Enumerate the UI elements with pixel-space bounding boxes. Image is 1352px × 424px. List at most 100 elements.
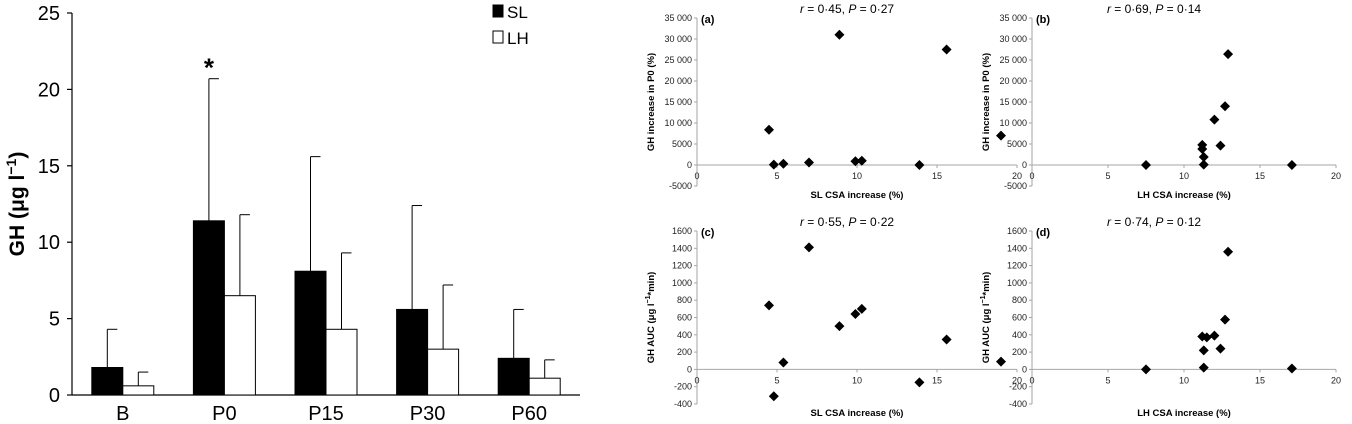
- stat-p-value: 0·27: [870, 2, 894, 16]
- y-tick-label: 400: [677, 330, 692, 340]
- y-tick-label: 1600: [672, 226, 692, 236]
- x-tick-label: 15: [1255, 171, 1265, 181]
- legend-swatch: [492, 30, 504, 44]
- y-tick-label: -5000: [669, 181, 692, 191]
- stat-separator: ,: [1149, 215, 1156, 229]
- data-point: [768, 159, 779, 170]
- stat-r-symbol: r: [800, 2, 805, 16]
- data-point: [1286, 160, 1297, 170]
- y-tick-label: 25 000: [999, 55, 1027, 65]
- panel-label: (b): [1036, 14, 1050, 26]
- y-tick-label: 200: [677, 347, 692, 357]
- stat-p-symbol: P: [1155, 215, 1163, 229]
- x-tick-label: 15: [932, 375, 942, 385]
- y-axis-label-main: GH increase in P0 (%): [646, 53, 657, 151]
- stat-p-symbol: P: [848, 215, 856, 229]
- y-tick-label: -400: [1009, 399, 1027, 409]
- bar-lh: [223, 295, 256, 396]
- stat-r-symbol: r: [800, 215, 805, 229]
- y-tick-label: 10 000: [664, 118, 692, 128]
- y-axis-label-close: *min): [981, 272, 992, 296]
- data-point: [1198, 152, 1209, 163]
- x-tick-label: 0: [1029, 171, 1034, 181]
- data-point: [778, 357, 789, 368]
- x-tick-label: P30: [410, 403, 446, 424]
- stat-p-value: 0·22: [870, 215, 894, 229]
- data-point: [804, 157, 814, 168]
- data-point: [1197, 144, 1208, 155]
- y-tick-label: 15: [38, 156, 60, 178]
- y-tick-label: 35 000: [664, 13, 692, 23]
- y-tick-label: 30 000: [999, 34, 1027, 44]
- y-tick-label: 20: [38, 79, 60, 101]
- data-point: [1223, 49, 1234, 60]
- x-tick-label: 20: [1331, 375, 1341, 385]
- x-tick-label: P60: [511, 403, 547, 424]
- data-point: [764, 300, 774, 311]
- y-axis-label-exponent: −1: [3, 158, 19, 174]
- y-tick-label: 200: [1012, 347, 1027, 357]
- data-point: [856, 303, 867, 314]
- stat-r-value: 0·55: [818, 215, 842, 229]
- y-tick-label: 20 000: [999, 76, 1027, 86]
- y-tick-label: 1000: [1007, 278, 1027, 288]
- y-tick-label: 1600: [1007, 226, 1027, 236]
- x-axis-label: SL CSA increase (%): [811, 408, 904, 419]
- correlation-stats: r = 0·45, P = 0·27: [800, 2, 894, 16]
- y-tick-label: 5000: [1007, 139, 1027, 149]
- y-tick-label: 0: [687, 160, 692, 170]
- data-point: [834, 29, 845, 40]
- bar-sl: [294, 270, 327, 396]
- y-tick-label: 5000: [672, 139, 692, 149]
- x-axis-label: SL CSA increase (%): [811, 190, 904, 201]
- x-tick-label: 15: [1255, 375, 1265, 385]
- correlation-stats: r = 0·55, P = 0·22: [800, 215, 894, 229]
- y-tick-label: 1200: [1007, 261, 1027, 271]
- y-axis-label-main: GH AUC (μg l: [981, 303, 992, 363]
- data-point: [914, 377, 925, 388]
- y-axis-label-exponent: −1: [980, 295, 987, 303]
- data-point: [941, 44, 952, 55]
- x-tick-label: 0: [1029, 375, 1034, 385]
- x-tick-label: 5: [774, 375, 779, 385]
- stat-r-symbol: r: [1107, 215, 1112, 229]
- y-axis-label: GH increase in P0 (%): [646, 53, 657, 151]
- data-point: [1201, 332, 1212, 343]
- y-tick-label: -400: [674, 399, 692, 409]
- stat-r-equals: =: [804, 2, 818, 16]
- bar-sl: [91, 366, 124, 396]
- y-axis-label-main: GH AUC (μg l: [646, 303, 657, 363]
- bar-chart: 0 5 10 15 20 25 GH (μg l−1) B P0 P15 P30 P60 * SL LH: [3, 3, 580, 424]
- legend-swatch: [492, 4, 504, 18]
- data-point: [1209, 114, 1220, 125]
- significance-marker: *: [204, 53, 215, 83]
- x-tick-label: 20: [1012, 171, 1022, 181]
- y-axis-label: GH AUC (μg l−1*min): [645, 272, 657, 364]
- y-axis-label: GH increase in P0 (%): [981, 53, 992, 151]
- y-tick-label: 5: [49, 309, 60, 331]
- data-point: [914, 160, 925, 170]
- y-axis-label-close: *min): [646, 272, 657, 296]
- data-point: [1215, 140, 1226, 151]
- legend-label: SL: [507, 3, 528, 22]
- x-tick-label: P15: [308, 403, 344, 424]
- data-point: [850, 156, 861, 167]
- y-tick-label: 10: [38, 232, 60, 254]
- bar-sl: [192, 220, 225, 396]
- stat-r-symbol: r: [1107, 2, 1112, 16]
- data-point: [856, 155, 867, 166]
- y-axis-label-close: ): [6, 152, 29, 159]
- y-tick-label: 0: [1022, 160, 1027, 170]
- data-point: [768, 391, 779, 402]
- x-axis-label: LH CSA increase (%): [1137, 408, 1231, 419]
- y-tick-label: 30 000: [664, 34, 692, 44]
- y-tick-label: -200: [674, 382, 692, 392]
- y-tick-label: 25: [38, 3, 60, 25]
- y-tick-label: 10 000: [999, 118, 1027, 128]
- x-tick-label: B: [116, 403, 129, 424]
- correlation-stats: r = 0·69, P = 0·14: [1107, 2, 1201, 16]
- data-point: [1198, 345, 1209, 356]
- data-point: [804, 242, 814, 253]
